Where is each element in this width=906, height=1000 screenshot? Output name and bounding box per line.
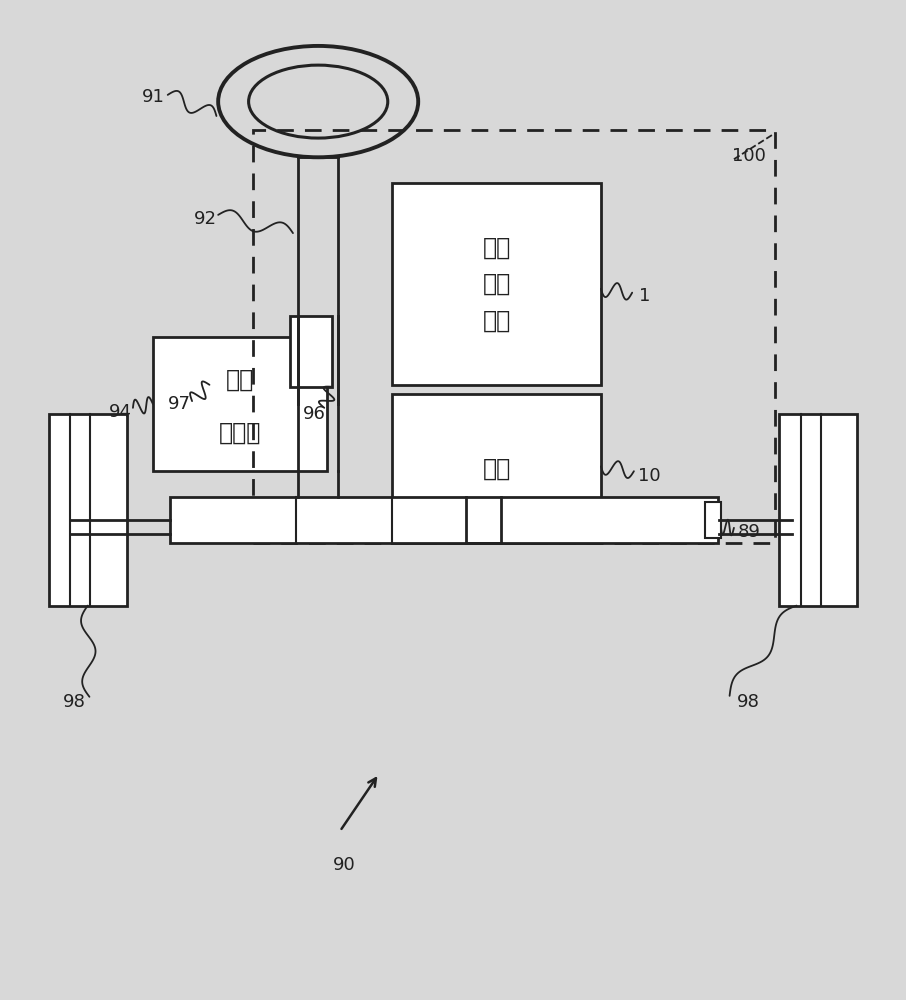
Text: 10: 10 [638, 467, 660, 485]
Text: 97: 97 [168, 395, 190, 413]
Text: 转换: 转换 [482, 272, 511, 296]
Text: 96: 96 [303, 405, 325, 423]
Text: 设备: 设备 [482, 308, 511, 332]
Text: 电机: 电机 [482, 457, 511, 481]
Bar [779, 414, 857, 606]
Text: 转矩: 转矩 [226, 368, 254, 392]
Text: 传感器: 传感器 [218, 421, 261, 445]
Text: 94: 94 [109, 403, 131, 421]
Text: 92: 92 [194, 210, 217, 228]
Text: 电力: 电力 [482, 236, 511, 260]
Bar [705, 502, 721, 538]
Text: 90: 90 [333, 856, 356, 874]
Text: 91: 91 [141, 88, 164, 106]
Bar [392, 183, 601, 385]
Text: 100: 100 [732, 147, 766, 165]
Bar [392, 394, 601, 543]
Text: 98: 98 [737, 693, 760, 711]
Bar [290, 316, 333, 387]
Bar [253, 130, 775, 543]
Bar [170, 497, 718, 543]
Bar [153, 337, 327, 471]
Text: 89: 89 [737, 523, 760, 541]
Bar [49, 414, 127, 606]
Text: 1: 1 [639, 287, 650, 305]
Text: 98: 98 [63, 693, 86, 711]
